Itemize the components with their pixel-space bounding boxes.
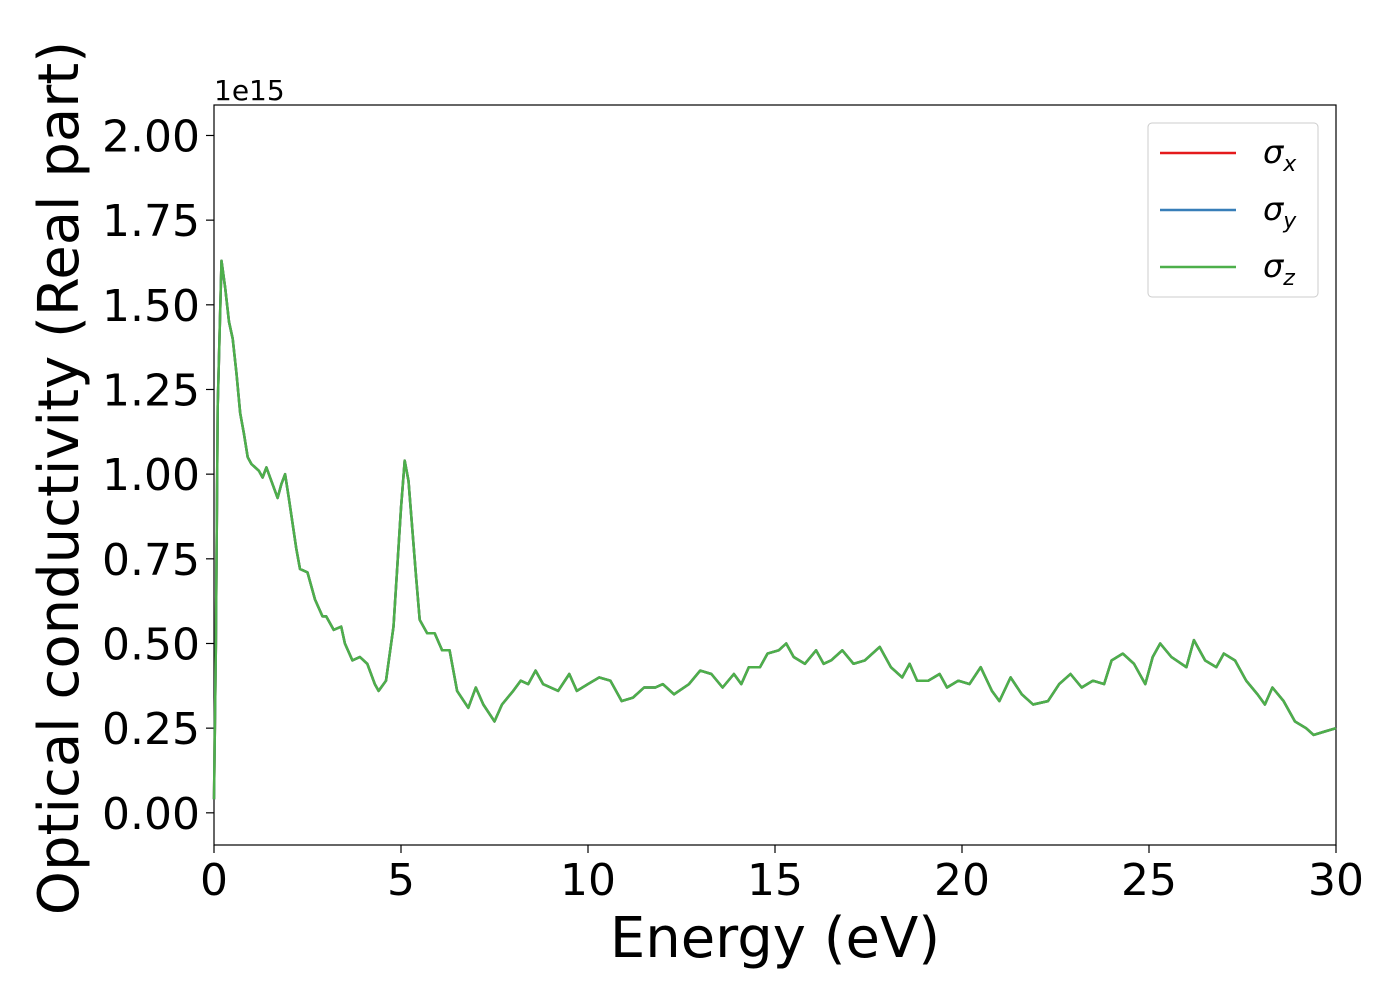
x-tick-label: 0 bbox=[200, 855, 228, 906]
x-axis-label: Energy (eV) bbox=[610, 906, 940, 971]
y-tick-label: 0.25 bbox=[102, 704, 200, 755]
line-series bbox=[212, 259, 1337, 800]
x-tick-label: 5 bbox=[387, 855, 415, 906]
y-tick-label: 0.75 bbox=[102, 535, 200, 586]
x-tick-label: 10 bbox=[560, 855, 616, 906]
y-tick-label: 1.25 bbox=[102, 365, 200, 416]
y-tick-label: 0.50 bbox=[102, 619, 200, 670]
x-tick-label: 15 bbox=[747, 855, 803, 906]
legend-label: σz bbox=[1263, 247, 1295, 291]
line-series bbox=[212, 259, 1337, 800]
legend-label: σy bbox=[1263, 190, 1297, 234]
y-tick-label: 2.00 bbox=[102, 111, 200, 162]
y-tick-label: 1.50 bbox=[102, 281, 200, 332]
legend-label: σx bbox=[1263, 133, 1297, 177]
y-tick-label: 0.00 bbox=[102, 789, 200, 840]
x-tick-label: 20 bbox=[934, 855, 990, 906]
y-axis-label: Optical conductivity (Real part) bbox=[27, 41, 92, 915]
x-tick-label: 25 bbox=[1121, 855, 1177, 906]
line-series bbox=[212, 259, 1337, 800]
y-offset-label: 1e15 bbox=[214, 74, 285, 107]
y-tick-label: 1.00 bbox=[102, 450, 200, 501]
y-tick-label: 1.75 bbox=[102, 196, 200, 247]
x-tick-label: 30 bbox=[1308, 855, 1364, 906]
